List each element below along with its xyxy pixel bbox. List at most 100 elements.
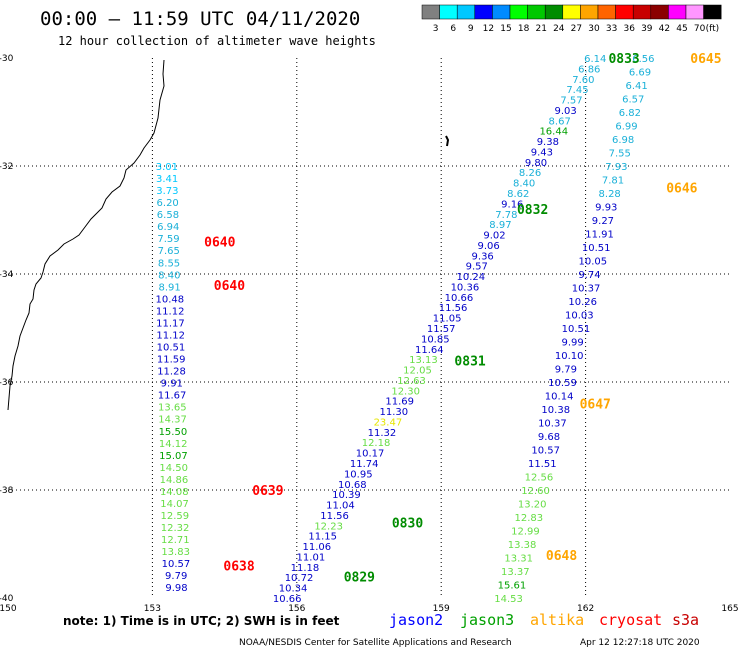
wave-height-value: 12.59 — [160, 511, 189, 522]
wave-height-value: 13.83 — [161, 547, 190, 558]
wave-height-value: 11.05 — [433, 314, 462, 325]
wave-height-value: 12.60 — [521, 486, 550, 497]
wave-height-value: 6.41 — [625, 81, 647, 92]
wave-height-value: 15.07 — [159, 451, 188, 462]
wave-height-value: 13.65 — [158, 403, 187, 414]
satellite-legend-item: cryosat — [599, 611, 662, 629]
lat-tick-label: -34 — [0, 270, 14, 280]
wave-height-value: 10.37 — [572, 284, 601, 295]
scale-swatch — [597, 4, 616, 20]
wave-height-value: 6.69 — [629, 68, 651, 79]
wave-height-value: 7.78 — [495, 210, 517, 221]
scale-swatch — [509, 4, 528, 20]
altimeter-tracks: 3.013.413.736.206.586.947.597.658.558.40… — [156, 54, 655, 605]
wave-height-value: 14.07 — [160, 499, 189, 510]
map-subtitle: 12 hour collection of altimeter wave hei… — [58, 34, 376, 48]
wave-height-value: 11.91 — [585, 230, 614, 241]
wave-height-value: 23.47 — [374, 417, 403, 428]
wave-height-value: 9.43 — [531, 147, 553, 158]
color-scale-legend: 3 6 9 12 15 18 21 24 27 30 33 36 39 42 45 70 (ft) — [421, 4, 722, 34]
wave-height-value: 10.66 — [273, 594, 302, 605]
timestamp-text: Apr 12 12:27:18 UTC 2020 — [580, 638, 700, 648]
lat-tick-label: -36 — [0, 378, 14, 388]
pass-time-label: 0647 — [580, 398, 611, 413]
pass-time-label: 0638 — [223, 560, 254, 575]
wave-height-value: 15.50 — [159, 427, 188, 438]
wave-height-value: 7.60 — [572, 75, 594, 86]
wave-height-value: 8.91 — [158, 282, 180, 293]
scale-swatch — [421, 4, 440, 20]
axis-ticks: 150 153 156 159 162 165 -30 -32 -34 -36 -38 -40 — [0, 54, 739, 614]
wave-height-value: 10.72 — [285, 573, 314, 584]
wave-height-value: 11.12 — [156, 330, 185, 341]
wave-height-value: 12.83 — [514, 513, 543, 524]
coastline-australia — [7, 59, 165, 411]
lon-tick-label: 162 — [577, 604, 594, 614]
scale-label: 21 — [535, 24, 546, 34]
wave-height-value: 9.79 — [555, 365, 577, 376]
scale-swatch — [703, 4, 722, 20]
scale-swatch — [668, 4, 687, 20]
wave-height-value: 3.01 — [156, 162, 178, 173]
wave-height-value: 13.20 — [518, 500, 547, 511]
wave-height-value: 10.36 — [451, 282, 480, 293]
scale-label: 30 — [588, 24, 600, 34]
wave-height-value: 9.93 — [595, 203, 617, 214]
wave-height-value: 14.08 — [160, 487, 189, 498]
wave-height-value: 9.98 — [165, 583, 187, 594]
wave-height-value: 9.16 — [501, 199, 523, 210]
wave-height-value: 10.59 — [548, 378, 577, 389]
scale-swatch — [562, 4, 581, 20]
pass-time-label: 0645 — [690, 52, 721, 67]
wave-height-value: 7.57 — [560, 96, 582, 107]
scale-swatch — [615, 4, 634, 20]
wave-height-value: 6.98 — [612, 135, 634, 146]
wave-height-value: 3.73 — [156, 186, 178, 197]
wave-height-value: 12.63 — [397, 376, 426, 387]
scale-label: 70 — [694, 24, 706, 34]
wave-height-value: 9.06 — [477, 241, 499, 252]
scale-label: 27 — [571, 24, 582, 34]
wave-height-value: 9.27 — [592, 216, 614, 227]
lat-tick-label: -30 — [0, 54, 14, 64]
satellite-legend-item: jason3 — [460, 611, 514, 629]
wave-height-value: 7.93 — [605, 162, 627, 173]
wave-height-value: 10.37 — [538, 419, 567, 430]
wave-height-value: 8.28 — [599, 189, 621, 200]
wave-height-value: 6.20 — [157, 198, 179, 209]
wave-height-value: 13.13 — [409, 355, 438, 366]
scale-label: 33 — [606, 24, 617, 34]
wave-height-value: 10.48 — [156, 294, 185, 305]
scale-swatch — [632, 4, 652, 20]
wave-height-value: 7.55 — [609, 149, 631, 160]
wave-height-value: 10.26 — [568, 297, 597, 308]
lat-tick-label: -40 — [0, 594, 14, 604]
wave-height-value: 8.67 — [549, 116, 571, 127]
wave-height-value: 6.57 — [622, 95, 644, 106]
wave-height-value: 6.58 — [157, 210, 179, 221]
wave-height-value: 13.37 — [501, 567, 530, 578]
wave-height-value: 10.34 — [279, 584, 308, 595]
wave-height-value: 10.57 — [162, 559, 191, 570]
wave-height-value: 10.10 — [555, 351, 584, 362]
wave-height-value: 10.51 — [157, 343, 186, 354]
wave-height-value: 9.74 — [578, 270, 600, 281]
scale-swatch — [474, 4, 493, 20]
scale-label: 36 — [623, 24, 635, 34]
scale-label: 45 — [676, 24, 687, 34]
wave-height-value: 10.38 — [541, 405, 570, 416]
scale-swatch — [492, 4, 511, 20]
wave-height-value: 3.41 — [156, 174, 178, 185]
pass-time-label: 0640 — [214, 279, 245, 294]
wave-height-value: 7.65 — [158, 246, 180, 257]
wave-height-value: 12.32 — [161, 523, 190, 534]
wave-height-value: 16.44 — [539, 127, 568, 138]
scale-label: 9 — [468, 24, 474, 34]
wave-height-value: 11.59 — [157, 355, 186, 366]
wave-height-value: 11.04 — [326, 501, 355, 512]
lat-lon-grid — [8, 58, 730, 598]
scale-label: 6 — [450, 24, 456, 34]
scale-label: 12 — [483, 24, 494, 34]
lon-tick-label: 159 — [433, 604, 450, 614]
